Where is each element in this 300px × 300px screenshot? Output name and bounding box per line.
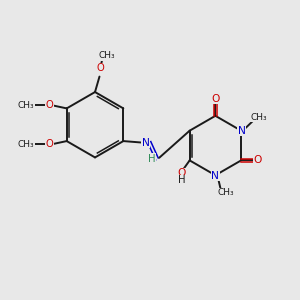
Text: O: O: [254, 155, 262, 165]
Text: N: N: [238, 126, 246, 136]
Text: N: N: [212, 171, 219, 181]
Text: CH₃: CH₃: [99, 51, 115, 60]
Text: CH₃: CH₃: [18, 140, 34, 148]
Text: O: O: [177, 168, 185, 178]
Text: O: O: [211, 94, 220, 104]
Text: H: H: [148, 154, 155, 164]
Text: O: O: [96, 63, 104, 73]
Text: CH₃: CH₃: [218, 188, 234, 197]
Text: CH₃: CH₃: [250, 113, 267, 122]
Text: N: N: [142, 138, 150, 148]
Text: H: H: [178, 175, 185, 185]
Text: CH₃: CH₃: [18, 101, 34, 110]
Text: O: O: [46, 139, 54, 149]
Text: O: O: [46, 100, 54, 110]
